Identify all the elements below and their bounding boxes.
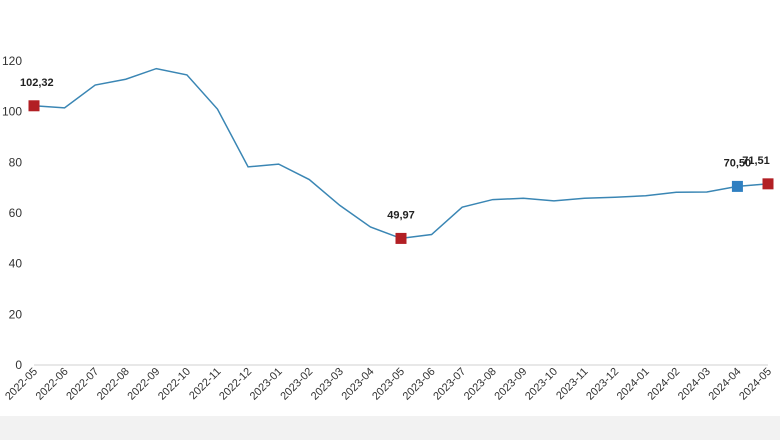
y-tick-label: 80 [9, 155, 23, 169]
x-tick-label: 2024-04 [707, 366, 744, 403]
x-tick-label: 2023-02 [278, 366, 315, 403]
data-marker [28, 100, 40, 112]
y-tick-label: 20 [9, 307, 23, 321]
x-tick-label: 2022-06 [34, 366, 71, 403]
x-tick-label: 2022-11 [187, 366, 223, 402]
x-tick-label: 2022-08 [95, 366, 132, 403]
x-tick-label: 2023-06 [401, 366, 438, 403]
data-label: 102,32 [20, 77, 54, 89]
x-tick-label: 2023-08 [462, 366, 499, 403]
y-axis-ticks: 0 20 40 60 80 100 120 [2, 54, 22, 372]
x-tick-label: 2023-03 [309, 366, 346, 403]
data-marker [395, 232, 407, 244]
y-tick-label: 100 [2, 105, 22, 119]
y-tick-label: 0 [15, 358, 22, 372]
data-label: 70,50 [724, 157, 752, 169]
data-marker [762, 178, 774, 190]
x-tick-label: 2023-05 [370, 366, 407, 403]
x-tick-label: 2023-04 [340, 366, 377, 403]
y-tick-label: 40 [9, 257, 23, 271]
x-tick-label: 2023-10 [523, 366, 560, 403]
x-tick-label: 2023-12 [584, 366, 621, 403]
x-tick-label: 2024-05 [737, 366, 774, 403]
x-tick-label: 2024-03 [676, 366, 713, 403]
y-tick-label: 120 [2, 54, 22, 68]
x-tick-label: 2022-09 [125, 366, 162, 403]
x-tick-label: 2023-09 [492, 366, 529, 403]
data-marker [731, 180, 743, 192]
x-tick-label: 2022-10 [156, 366, 193, 403]
data-label: 49,97 [387, 209, 415, 221]
data-markers [28, 100, 774, 244]
x-tick-label: 2024-02 [645, 366, 682, 403]
x-tick-label: 2023-07 [431, 366, 468, 403]
x-tick-label: 2024-01 [615, 366, 652, 403]
x-tick-label: 2023-11 [554, 366, 590, 402]
x-tick-label: 2023-01 [248, 366, 285, 403]
data-label: 71,51 [742, 155, 770, 167]
bottom-band [0, 416, 780, 440]
x-tick-label: 2022-07 [64, 366, 101, 403]
y-tick-label: 60 [9, 206, 23, 220]
x-axis-ticks: 2022-052022-062022-072022-082022-092022-… [3, 366, 774, 403]
x-tick-label: 2022-12 [217, 366, 254, 403]
